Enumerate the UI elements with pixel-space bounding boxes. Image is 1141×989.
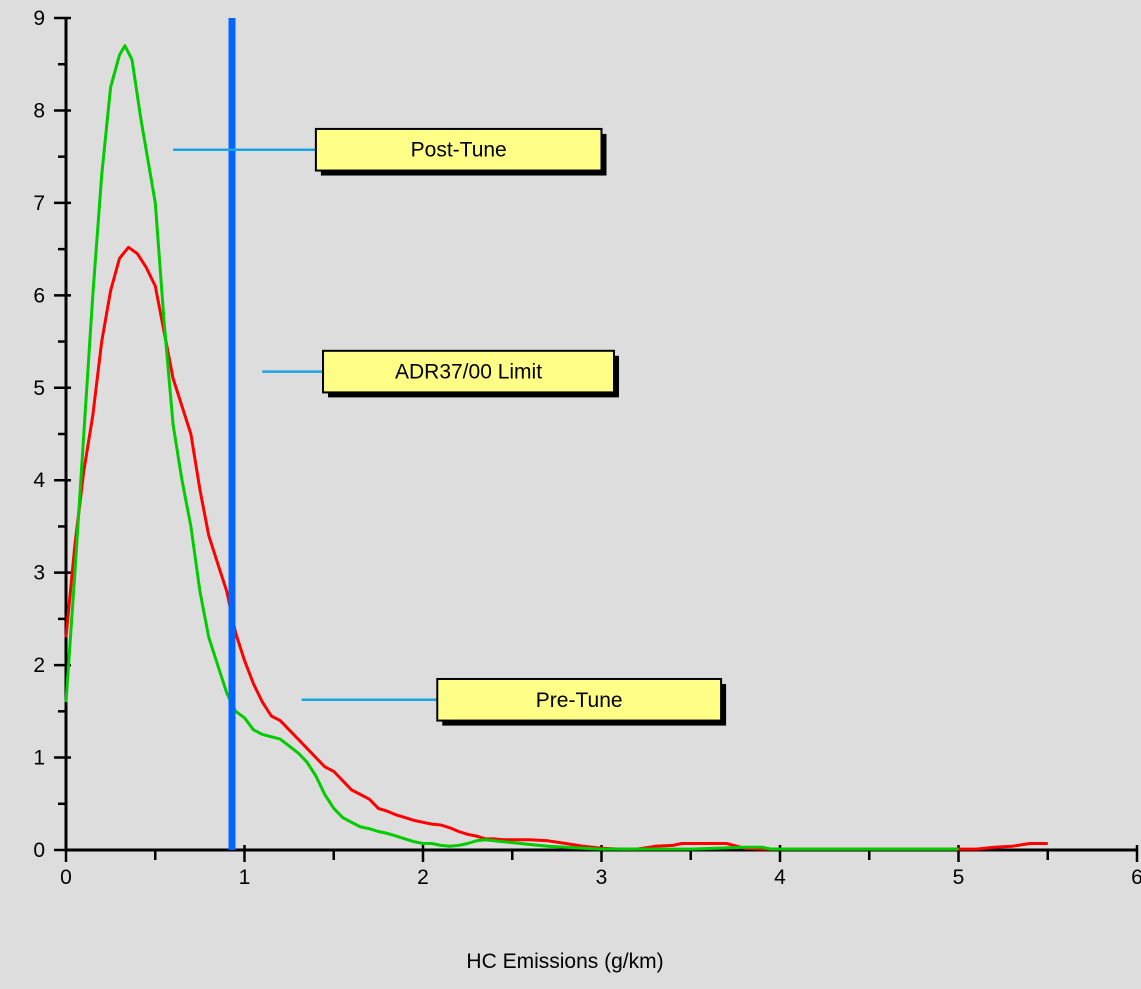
y-tick-label: 0 — [33, 839, 45, 862]
y-tick-label: 5 — [33, 377, 45, 400]
x-axis-title: HC Emissions (g/km) — [466, 950, 663, 973]
series-layer — [64, 44, 1048, 851]
series-line-1 — [64, 44, 959, 851]
callout-label: ADR37/00 Limit — [395, 361, 542, 384]
y-tick-label: 6 — [33, 284, 45, 307]
y-tick-label: 1 — [33, 747, 45, 770]
x-tick-label: 4 — [774, 866, 786, 889]
y-tick-label: 8 — [33, 99, 45, 122]
y-tick-label: 9 — [33, 7, 45, 30]
y-tick-label: 7 — [33, 192, 45, 215]
callout-label: Post-Tune — [411, 139, 507, 162]
y-tick-label: 2 — [33, 654, 45, 677]
x-tick-label: 0 — [60, 866, 72, 889]
x-tick-label: 3 — [596, 866, 608, 889]
callout-box — [436, 677, 723, 722]
x-tick-label: 5 — [953, 866, 965, 889]
x-tick-label: 1 — [239, 866, 251, 889]
callout-box — [322, 349, 615, 394]
series-line-0 — [64, 245, 1048, 851]
callout-box — [314, 127, 603, 172]
y-tick-label: 3 — [33, 562, 45, 585]
callout-label: Pre-Tune — [536, 689, 623, 712]
callouts: Post-Tune ADR37/00 Limit Pre-Tune — [173, 127, 727, 726]
x-tick-label: 2 — [417, 866, 429, 889]
x-tick-label: 6 — [1131, 866, 1141, 889]
y-tick-label: 4 — [33, 469, 45, 492]
